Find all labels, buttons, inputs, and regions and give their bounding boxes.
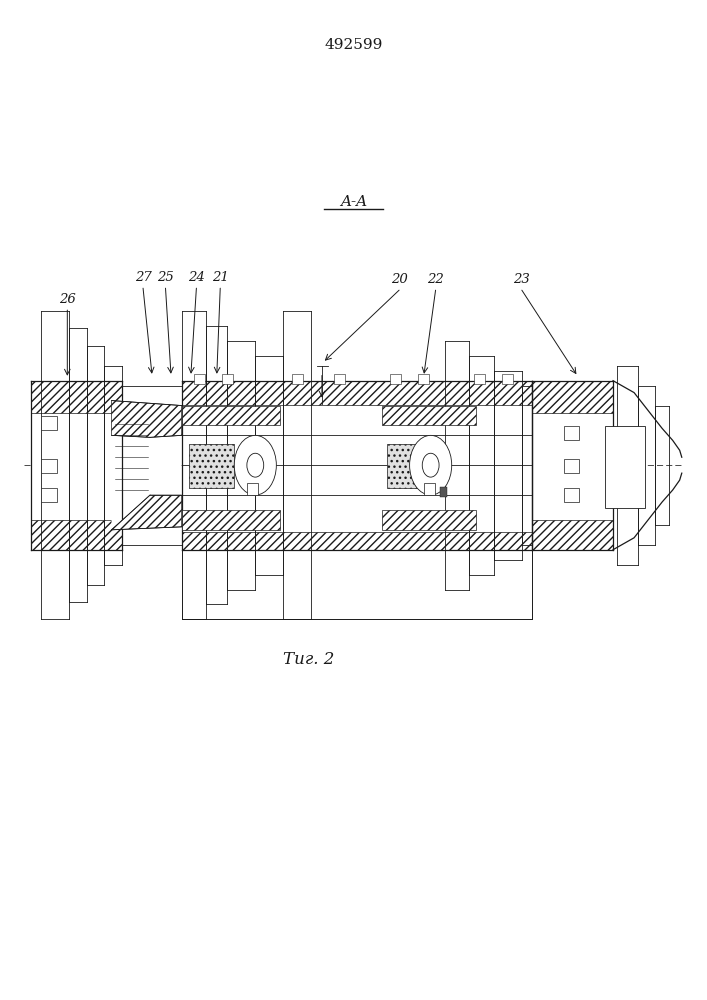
Bar: [247, 483, 258, 495]
Bar: [182, 406, 280, 425]
Circle shape: [247, 453, 264, 477]
Text: 25: 25: [157, 271, 174, 284]
Bar: [423, 483, 435, 495]
Bar: [41, 459, 57, 473]
Circle shape: [234, 435, 276, 495]
Bar: [564, 426, 579, 440]
Bar: [41, 416, 57, 430]
Bar: [502, 374, 513, 384]
Bar: [182, 532, 532, 550]
Bar: [221, 374, 233, 384]
Bar: [189, 444, 234, 488]
Bar: [390, 374, 401, 384]
Polygon shape: [112, 495, 182, 530]
Polygon shape: [112, 435, 182, 530]
Text: Τиг. 2: Τиг. 2: [284, 651, 334, 668]
Text: 27: 27: [135, 271, 151, 284]
Bar: [182, 465, 532, 619]
Bar: [532, 381, 613, 413]
Text: 23: 23: [513, 273, 530, 286]
Bar: [194, 374, 205, 384]
Bar: [41, 488, 57, 502]
Text: A-A: A-A: [340, 195, 367, 209]
Bar: [564, 488, 579, 502]
Bar: [564, 459, 579, 473]
Bar: [31, 381, 122, 413]
Bar: [292, 374, 303, 384]
Bar: [182, 381, 532, 405]
Polygon shape: [112, 401, 182, 437]
Bar: [382, 406, 477, 425]
Text: 492599: 492599: [325, 38, 382, 52]
Circle shape: [422, 453, 439, 477]
Bar: [387, 444, 433, 488]
Bar: [31, 413, 122, 520]
Circle shape: [409, 435, 452, 495]
Text: 24: 24: [188, 271, 205, 284]
Bar: [474, 374, 486, 384]
Bar: [334, 374, 345, 384]
Bar: [440, 487, 447, 497]
Bar: [532, 520, 613, 550]
Bar: [182, 405, 532, 532]
Bar: [182, 510, 280, 530]
Bar: [418, 374, 429, 384]
Bar: [604, 426, 645, 508]
Bar: [382, 510, 477, 530]
Bar: [31, 520, 122, 550]
Text: 21: 21: [212, 271, 228, 284]
Text: 26: 26: [59, 293, 76, 306]
Bar: [532, 413, 613, 520]
Text: 20: 20: [391, 273, 407, 286]
Text: 22: 22: [427, 273, 444, 286]
